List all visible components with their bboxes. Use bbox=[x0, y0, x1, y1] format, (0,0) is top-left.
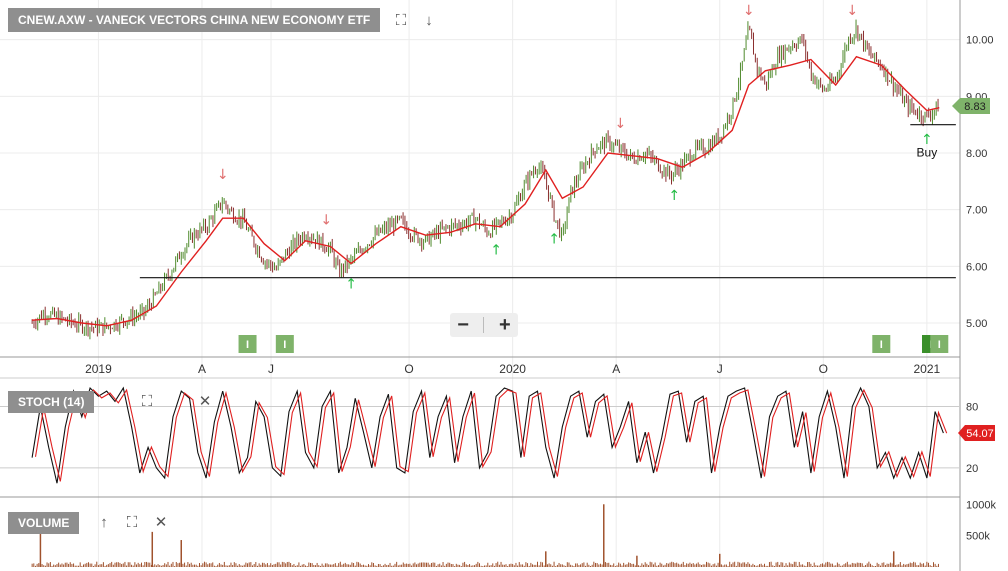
dividend-icon bbox=[238, 335, 257, 353]
sell-arrow-icon: ↓ bbox=[846, 3, 858, 19]
x-tick-label: 2021 bbox=[914, 362, 941, 376]
stoch-tick-label: 80 bbox=[966, 401, 978, 413]
x-tick-label: A bbox=[612, 362, 620, 376]
sell-arrow-icon: ↓ bbox=[614, 116, 626, 132]
volume-label: VOLUME bbox=[8, 512, 80, 534]
gridlines bbox=[0, 0, 960, 567]
buy-arrow-icon: ↑ bbox=[668, 188, 680, 204]
sell-arrow-icon: ↓ bbox=[743, 3, 755, 19]
stoch-label: STOCH (14) bbox=[8, 391, 95, 413]
volume-tick-label: 500k bbox=[966, 531, 990, 543]
minus-icon[interactable]: − bbox=[457, 314, 469, 336]
x-tick-label: 2020 bbox=[499, 362, 526, 376]
x-tick-label: O bbox=[819, 362, 828, 376]
x-tick-label: A bbox=[198, 362, 206, 376]
moving-average-line bbox=[32, 55, 940, 327]
fullscreen-icon[interactable]: ⛶ bbox=[126, 514, 138, 531]
close-icon[interactable]: ✕ bbox=[198, 393, 212, 410]
volume-tick-label: 1000k bbox=[966, 499, 996, 511]
arrow-up-icon[interactable]: ↑ bbox=[100, 514, 108, 531]
y-tick-label: 8.00 bbox=[966, 148, 987, 160]
buy-arrow-icon: ↑ bbox=[345, 277, 357, 293]
x-tick-label: J bbox=[717, 362, 723, 376]
sell-arrow-icon: ↓ bbox=[320, 213, 332, 229]
stoch-value-label: 54.07 bbox=[966, 428, 994, 440]
x-tick-label: 2019 bbox=[85, 362, 112, 376]
buy-label: Buy bbox=[917, 146, 938, 160]
x-tick-label: O bbox=[404, 362, 413, 376]
x-tick-label: J bbox=[268, 362, 274, 376]
plus-icon[interactable]: + bbox=[499, 314, 511, 336]
close-icon[interactable]: ✕ bbox=[154, 514, 168, 531]
buy-arrow-icon: ↑ bbox=[548, 231, 560, 247]
dividend-icon bbox=[275, 335, 294, 353]
price-bars bbox=[31, 19, 939, 340]
dividend-letter: I bbox=[880, 339, 883, 351]
fullscreen-icon[interactable]: ⛶ bbox=[395, 12, 407, 29]
y-tick-label: 6.00 bbox=[966, 261, 987, 273]
stoch-value-tag bbox=[958, 425, 995, 442]
y-tick-label: 7.00 bbox=[966, 205, 987, 217]
stoch-tick-label: 20 bbox=[966, 463, 978, 475]
sell-arrow-icon: ↓ bbox=[217, 167, 229, 183]
stoch-d-line bbox=[34, 388, 948, 482]
last-price-label: 8.83 bbox=[964, 101, 985, 113]
zoom-divider bbox=[483, 317, 485, 333]
last-price-tag bbox=[952, 97, 990, 114]
y-tick-label: 5.00 bbox=[966, 318, 987, 330]
fullscreen-icon[interactable]: ⛶ bbox=[141, 393, 153, 410]
dividend-letter: I bbox=[283, 339, 286, 351]
y-tick-label: 10.00 bbox=[966, 35, 994, 47]
arrow-down-icon[interactable]: ↓ bbox=[425, 12, 433, 29]
volume-bars bbox=[31, 504, 939, 567]
dividend-icon bbox=[930, 335, 949, 353]
zoom-control: − + bbox=[450, 313, 518, 337]
dividend-letter: I bbox=[246, 339, 249, 351]
buy-arrow-icon: ↑ bbox=[921, 132, 933, 148]
buy-arrow-icon: ↑ bbox=[490, 243, 502, 259]
dividend-icon bbox=[872, 335, 891, 353]
chart-title: CNEW.AXW - VANECK VECTORS CHINA NEW ECON… bbox=[8, 8, 381, 32]
dividend-letter: I bbox=[938, 339, 941, 351]
